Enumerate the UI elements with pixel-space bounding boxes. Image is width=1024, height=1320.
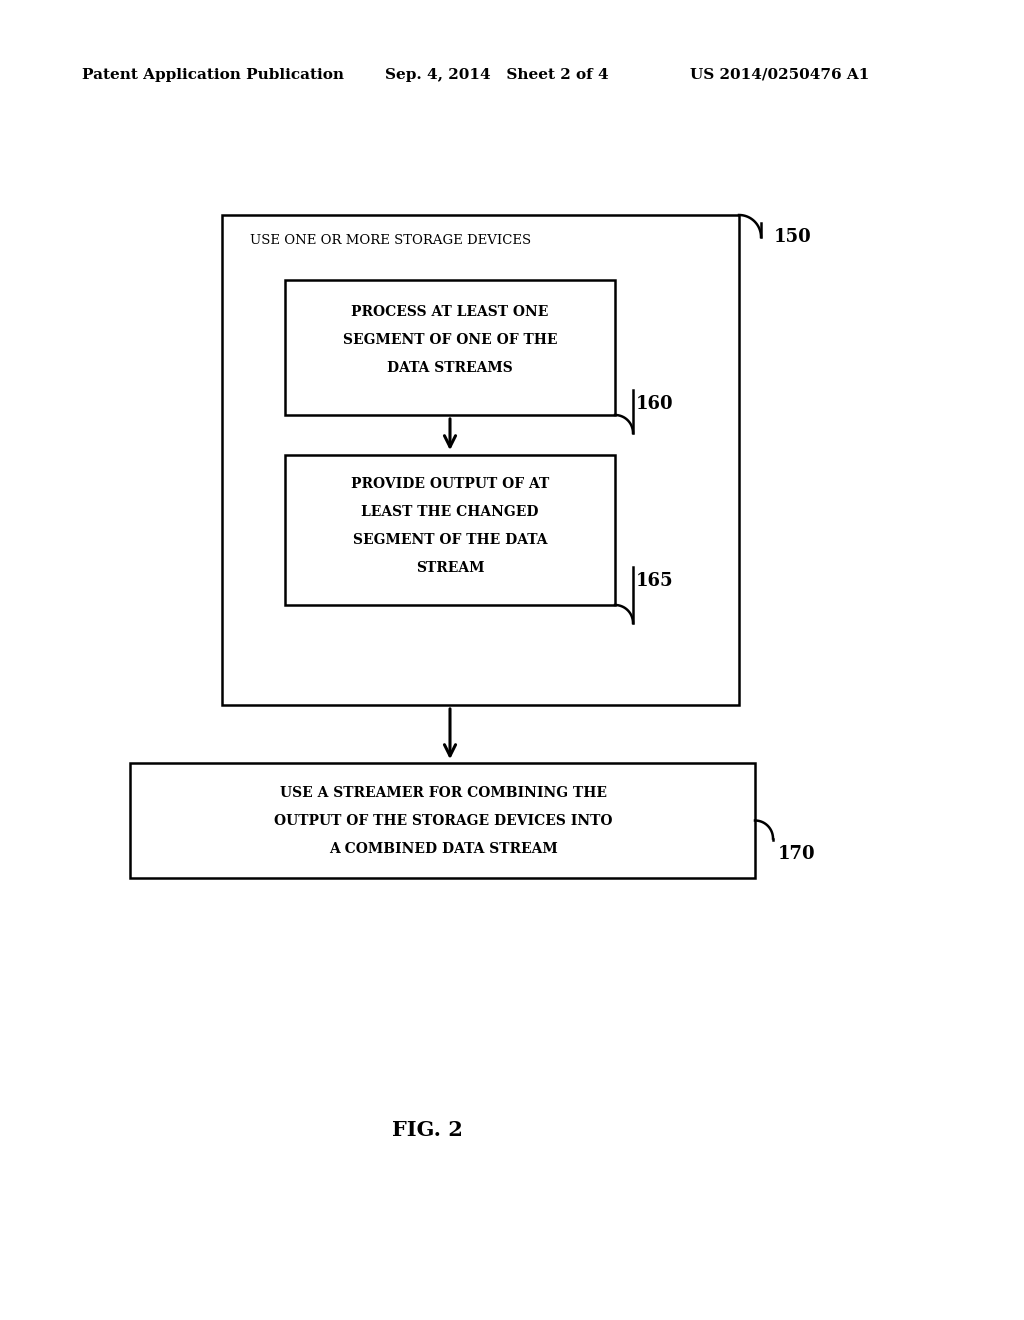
Text: OUTPUT OF THE STORAGE DEVICES INTO: OUTPUT OF THE STORAGE DEVICES INTO (273, 814, 612, 828)
Text: US 2014/0250476 A1: US 2014/0250476 A1 (690, 69, 869, 82)
Text: Sep. 4, 2014   Sheet 2 of 4: Sep. 4, 2014 Sheet 2 of 4 (385, 69, 608, 82)
Text: 150: 150 (774, 228, 812, 246)
Text: USE A STREAMER FOR COMBINING THE: USE A STREAMER FOR COMBINING THE (280, 785, 606, 800)
Text: PROVIDE OUTPUT OF AT: PROVIDE OUTPUT OF AT (351, 477, 549, 491)
Bar (130, 763, 755, 878)
Text: DATA STREAMS: DATA STREAMS (387, 360, 513, 375)
Bar (285, 280, 615, 414)
Text: A COMBINED DATA STREAM: A COMBINED DATA STREAM (329, 842, 557, 855)
Text: PROCESS AT LEAST ONE: PROCESS AT LEAST ONE (351, 305, 549, 319)
Text: Patent Application Publication: Patent Application Publication (82, 69, 344, 82)
Bar (285, 455, 615, 605)
Text: FIG. 2: FIG. 2 (391, 1119, 463, 1140)
Bar (222, 215, 739, 705)
Text: USE ONE OR MORE STORAGE DEVICES: USE ONE OR MORE STORAGE DEVICES (250, 234, 531, 247)
Text: 170: 170 (778, 845, 816, 863)
Text: SEGMENT OF ONE OF THE: SEGMENT OF ONE OF THE (343, 333, 557, 347)
Text: LEAST THE CHANGED: LEAST THE CHANGED (361, 506, 539, 519)
Text: 160: 160 (636, 395, 674, 413)
Text: 165: 165 (636, 572, 674, 590)
Text: STREAM: STREAM (416, 561, 484, 576)
Text: SEGMENT OF THE DATA: SEGMENT OF THE DATA (352, 533, 547, 546)
